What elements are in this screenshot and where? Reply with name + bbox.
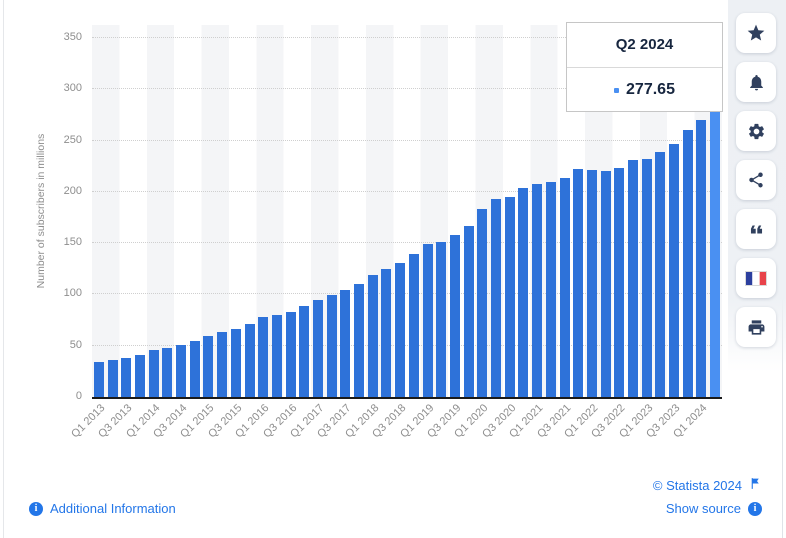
share-button[interactable]: [736, 160, 776, 200]
show-source-link[interactable]: Show source i: [666, 501, 762, 516]
y-tick-label: 50: [69, 338, 82, 351]
bar-q1-2016[interactable]: [258, 317, 269, 397]
y-axis-title: Number of subscribers in millions: [35, 133, 47, 289]
gear-icon: [747, 122, 766, 141]
gridline: [92, 344, 722, 346]
star-icon: [746, 23, 766, 43]
gridline: [92, 37, 722, 38]
language-button[interactable]: [736, 258, 776, 298]
bar-q1-2019[interactable]: [422, 244, 433, 397]
bar-q3-2013[interactable]: [121, 358, 132, 397]
bar-q2-2018[interactable]: [381, 269, 392, 397]
bell-icon: [747, 73, 766, 92]
tooltip-title: Q2 2024: [567, 23, 722, 68]
bar-q4-2016[interactable]: [299, 305, 310, 397]
printer-icon: [747, 318, 766, 337]
bar-q4-2022[interactable]: [627, 160, 638, 397]
quote-icon: [747, 220, 766, 239]
french-flag-icon: [745, 270, 767, 286]
additional-information-link[interactable]: i Additional Information: [29, 501, 176, 516]
bar-q3-2022[interactable]: [614, 168, 625, 397]
bar-q2-2014[interactable]: [162, 347, 173, 397]
bar-q2-2020[interactable]: [491, 199, 502, 397]
tooltip-value-row: 277.65: [567, 68, 722, 112]
bar-q2-2015[interactable]: [217, 332, 228, 397]
y-tick-label: 350: [63, 31, 82, 43]
bar-q1-2022[interactable]: [586, 169, 597, 397]
bar-q2-2021[interactable]: [545, 182, 556, 397]
left-edge-divider: [3, 0, 4, 538]
bar-q1-2023[interactable]: [641, 158, 652, 397]
bar-q2-2016[interactable]: [271, 315, 282, 397]
y-tick-label: 100: [63, 287, 82, 300]
y-tick-label: 0: [75, 390, 82, 402]
bar-q3-2015[interactable]: [230, 329, 241, 397]
bar-q1-2013[interactable]: [93, 361, 104, 397]
bar-q4-2013[interactable]: [134, 354, 145, 397]
series-marker-icon: [614, 87, 620, 93]
info-icon: i: [748, 501, 762, 516]
info-icon: i: [29, 501, 43, 516]
y-tick-label: 200: [63, 184, 82, 197]
chart-tooltip: Q2 2024 277.65: [566, 22, 723, 112]
bar-q3-2014[interactable]: [176, 345, 187, 397]
share-icon: [747, 171, 765, 189]
bar-q2-2013[interactable]: [107, 360, 118, 397]
bar-q4-2014[interactable]: [189, 341, 200, 397]
gridlines: [92, 25, 722, 397]
bar-q2-2022[interactable]: [600, 170, 611, 397]
notification-button[interactable]: [736, 62, 776, 102]
y-tick-label: 300: [63, 82, 82, 95]
bar-q4-2018[interactable]: [408, 254, 419, 397]
gridline: [92, 293, 722, 295]
bar-q1-2014[interactable]: [148, 349, 159, 397]
bar-q3-2021[interactable]: [559, 177, 570, 397]
tooltip-value: 277.65: [626, 81, 675, 98]
bar-q4-2021[interactable]: [573, 169, 584, 397]
bar-q2-2023[interactable]: [655, 152, 666, 397]
show-source-label: Show source: [665, 501, 741, 516]
bar-q1-2024[interactable]: [696, 120, 707, 397]
bar-q3-2018[interactable]: [395, 263, 406, 397]
settings-button[interactable]: [736, 111, 776, 151]
gridline: [92, 190, 722, 192]
gridline: [92, 139, 722, 141]
bar-q3-2019[interactable]: [449, 234, 460, 397]
bar-q1-2018[interactable]: [367, 275, 378, 397]
bar-q2-2019[interactable]: [436, 241, 447, 397]
bar-q2-2024[interactable]: [710, 112, 721, 397]
favorite-button[interactable]: [736, 13, 776, 53]
copyright-label: © Statista 2024: [652, 477, 742, 493]
bar-q4-2019[interactable]: [463, 225, 474, 397]
flag-icon: [749, 477, 762, 493]
bar-q3-2023[interactable]: [669, 143, 680, 397]
bar-q1-2021[interactable]: [532, 184, 543, 397]
y-tick-label: 250: [63, 133, 82, 146]
bar-q4-2017[interactable]: [354, 283, 365, 397]
bar-q3-2020[interactable]: [504, 196, 515, 397]
bar-q3-2016[interactable]: [285, 311, 296, 397]
statista-copyright-link[interactable]: © Statista 2024: [653, 477, 762, 493]
gridline: [92, 242, 722, 244]
bar-q3-2017[interactable]: [340, 290, 351, 397]
bar-q1-2020[interactable]: [477, 209, 488, 397]
bar-q1-2015[interactable]: [203, 335, 214, 397]
bar-q4-2023[interactable]: [682, 130, 693, 397]
bar-series: [92, 25, 722, 397]
bar-q4-2020[interactable]: [518, 188, 529, 397]
bar-q2-2017[interactable]: [326, 295, 337, 397]
cite-button[interactable]: [736, 209, 776, 249]
x-axis-line: [92, 397, 722, 399]
print-button[interactable]: [736, 307, 776, 347]
bar-q4-2015[interactable]: [244, 324, 255, 397]
y-tick-label: 150: [63, 236, 82, 249]
gridline: [92, 88, 722, 90]
additional-information-label: Additional Information: [50, 501, 176, 516]
bar-q1-2017[interactable]: [312, 300, 323, 397]
